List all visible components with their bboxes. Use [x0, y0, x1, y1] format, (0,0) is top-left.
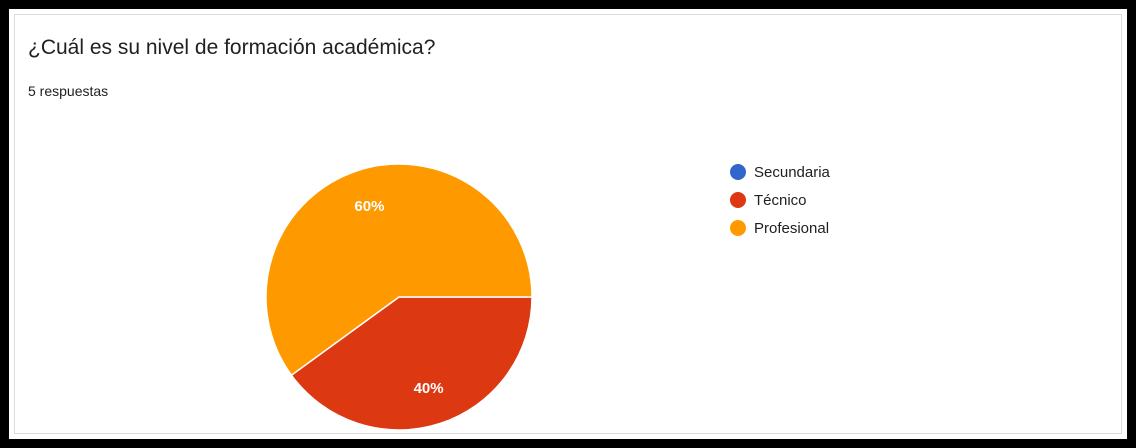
legend-swatch-tecnico: [730, 192, 746, 208]
pie-label-tecnico: 40%: [414, 380, 444, 397]
legend: Secundaria Técnico Profesional: [730, 161, 830, 245]
legend-label-secundaria: Secundaria: [754, 163, 830, 181]
legend-swatch-profesional: [730, 220, 746, 236]
pie-labels: 40% 60%: [354, 198, 443, 397]
legend-item-tecnico: Técnico: [730, 189, 830, 211]
pie-slice-profesional: [265, 163, 533, 377]
legend-label-profesional: Profesional: [754, 219, 830, 237]
pie-label-profesional: 60%: [354, 198, 384, 215]
legend-item-profesional: Profesional: [730, 217, 830, 239]
pie-slice-tecnico: [290, 296, 533, 431]
legend-item-secundaria: Secundaria: [730, 161, 830, 183]
chart-card: [14, 14, 1122, 434]
legend-label-tecnico: Técnico: [754, 191, 807, 209]
pie-slices: [265, 163, 533, 431]
question-title: ¿Cuál es su nivel de formación académica…: [28, 36, 436, 59]
response-count: 5 respuestas: [28, 83, 109, 99]
legend-swatch-secundaria: [730, 164, 746, 180]
